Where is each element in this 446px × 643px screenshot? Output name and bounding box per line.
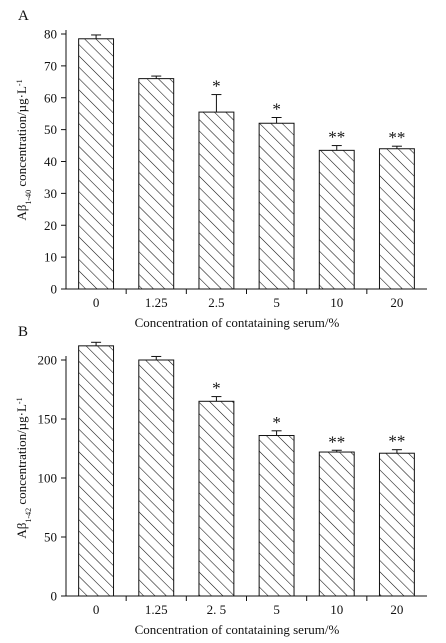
y-axis-label-subscript: 1-40 xyxy=(24,190,33,205)
y-tick-label: 80 xyxy=(44,27,57,42)
bar xyxy=(138,359,175,597)
significance-label: * xyxy=(272,100,281,119)
bar xyxy=(78,38,115,290)
significance-label: * xyxy=(272,413,281,432)
significance-label: ** xyxy=(388,128,405,147)
bar xyxy=(258,122,295,290)
y-tick-label: 0 xyxy=(51,589,58,604)
x-tick-label: 20 xyxy=(390,295,403,310)
x-tick-label: 2.5 xyxy=(208,295,224,310)
x-axis-label: Concentration of contataining serum/% xyxy=(135,622,340,637)
x-tick-label: 5 xyxy=(273,602,280,617)
chart-panel-b: B 0 50 100 150 200 0 1.25 2. 5 * 5 * 10 ** 20 ** Conce… xyxy=(14,324,427,637)
y-tick-label: 30 xyxy=(44,186,57,201)
chart-panel-a: A 0 10 20 30 40 50 60 70 80 0 1.25 2.5 * 5 * 10 ** 20 ** C… xyxy=(14,8,427,330)
bar xyxy=(378,148,415,290)
bar xyxy=(258,435,295,597)
x-tick-label: 0 xyxy=(93,602,100,617)
y-tick-label: 100 xyxy=(38,471,58,486)
panel-label: B xyxy=(18,324,28,340)
y-axis-label-main: concentration/µg·L xyxy=(14,86,29,190)
bar xyxy=(138,78,175,290)
x-tick-label: 0 xyxy=(93,295,100,310)
x-tick-label: 10 xyxy=(330,295,343,310)
y-tick-label: 200 xyxy=(38,353,58,368)
y-axis-label-superscript: -1 xyxy=(15,79,24,86)
y-tick-label: 150 xyxy=(38,412,58,427)
y-axis-label: Aβ1-40 concentration/µg·L-1 xyxy=(14,79,33,220)
y-axis-label: Aβ1-42 concentration/µg·L-1 xyxy=(14,397,33,538)
y-axis-label-subscript: 1-42 xyxy=(24,508,33,523)
significance-label: ** xyxy=(388,432,405,451)
y-axis-label-main: concentration/µg·L xyxy=(14,404,29,508)
bar xyxy=(378,452,415,597)
bar xyxy=(78,345,115,597)
y-tick-label: 40 xyxy=(44,154,57,169)
bar xyxy=(198,111,235,290)
x-axis-label: Concentration of contataining serum/% xyxy=(135,315,340,330)
y-tick-label: 70 xyxy=(44,58,57,73)
y-axis-label-prefix: Aβ xyxy=(14,522,29,538)
significance-label: * xyxy=(212,77,221,96)
bar xyxy=(198,400,235,597)
y-tick-label: 10 xyxy=(44,250,57,265)
plot-area: 0 10 20 30 40 50 60 70 80 0 1.25 2.5 * 5 * 10 ** 20 ** xyxy=(44,27,427,310)
y-tick-label: 60 xyxy=(44,90,57,105)
x-tick-label: 5 xyxy=(273,295,280,310)
significance-label: ** xyxy=(328,128,345,147)
x-tick-label: 1.25 xyxy=(145,295,168,310)
significance-label: ** xyxy=(328,432,345,451)
y-tick-label: 20 xyxy=(44,218,57,233)
y-axis-label-prefix: Aβ xyxy=(14,204,29,220)
x-tick-label: 20 xyxy=(390,602,403,617)
x-tick-label: 2. 5 xyxy=(207,602,227,617)
plot-area: 0 50 100 150 200 0 1.25 2. 5 * 5 * 10 ** 20 ** xyxy=(38,341,427,617)
y-tick-label: 50 xyxy=(44,530,57,545)
y-axis-label-superscript: -1 xyxy=(15,397,24,404)
x-tick-label: 1.25 xyxy=(145,602,168,617)
panel-label: A xyxy=(18,8,29,24)
bar xyxy=(318,451,355,597)
bar xyxy=(318,149,355,290)
significance-label: * xyxy=(212,379,221,398)
x-tick-label: 10 xyxy=(330,602,343,617)
y-tick-label: 0 xyxy=(51,282,58,297)
y-tick-label: 50 xyxy=(44,122,57,137)
